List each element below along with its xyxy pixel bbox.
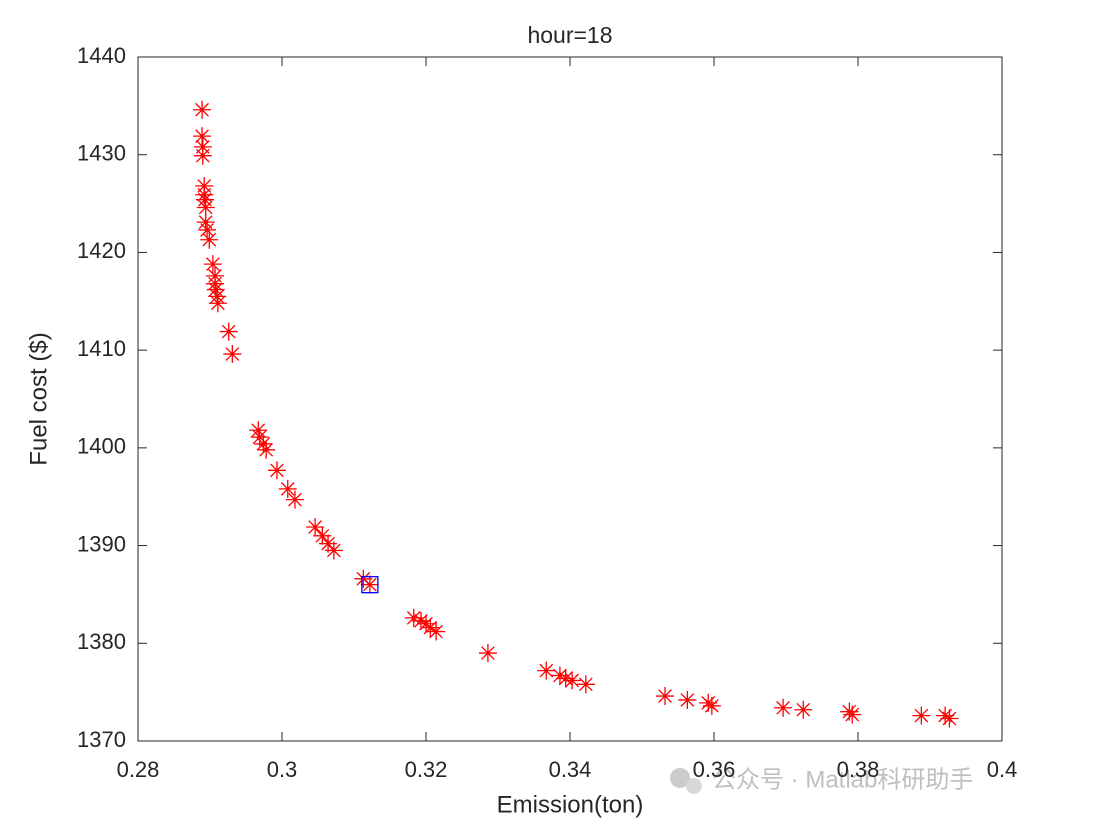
scatter-point [206, 280, 225, 299]
scatter-point [193, 127, 212, 146]
scatter-point [912, 706, 931, 725]
scatter-point [556, 669, 575, 688]
scatter-point [550, 666, 569, 685]
y-axis-label: Fuel cost ($) [25, 332, 52, 465]
scatter-point [196, 198, 215, 217]
x-axis-label: Emission(ton) [497, 791, 644, 818]
watermark: 公众号 · Matlab科研助手 [670, 766, 973, 794]
scatter-point [324, 541, 343, 560]
scatter-point [319, 534, 338, 553]
scatter-point [563, 671, 582, 690]
scatter-point [196, 213, 215, 232]
y-tick-label: 1410 [77, 336, 126, 361]
y-tick-label: 1380 [77, 629, 126, 654]
scatter-point [306, 518, 325, 537]
x-tick-label: 0.32 [405, 757, 448, 782]
x-tick-label: 0.4 [987, 757, 1018, 782]
watermark-icon [686, 778, 702, 794]
x-tick-label: 0.36 [693, 757, 736, 782]
watermark-icon [670, 768, 690, 788]
scatter-point [843, 705, 862, 724]
scatter-point [195, 190, 214, 209]
y-tick-label: 1370 [77, 727, 126, 752]
scatter-point [219, 322, 238, 341]
x-tick-label: 0.34 [549, 757, 592, 782]
scatter-point [223, 345, 242, 364]
scatter-point [313, 526, 332, 545]
scatter-point [576, 675, 595, 694]
scatter-point [249, 421, 268, 440]
scatter-point [360, 575, 379, 594]
scatter-point [678, 690, 697, 709]
scatter-point [478, 644, 497, 663]
chart-title: hour=18 [527, 22, 612, 48]
scatter-point [537, 661, 556, 680]
scatter-point [411, 611, 430, 630]
scatter-point [361, 576, 379, 594]
y-tick-label: 1430 [77, 141, 126, 166]
scatter-point [208, 294, 227, 313]
scatter-point [200, 230, 219, 249]
scatter-point [206, 274, 225, 293]
x-tick-label: 0.28 [117, 757, 160, 782]
scatter-point [193, 146, 212, 165]
scatter-point [198, 220, 217, 239]
scatter-point [702, 696, 721, 715]
scatter-point [254, 434, 273, 453]
x-tick-label: 0.3 [267, 757, 298, 782]
y-tick-label: 1390 [77, 531, 126, 556]
scatter-point [250, 428, 269, 447]
scatter-point [195, 185, 214, 204]
scatter-point [427, 622, 446, 641]
y-tick-label: 1400 [77, 434, 126, 459]
scatter-point [404, 608, 423, 627]
scatter-point [208, 287, 227, 306]
scatter-point [794, 700, 813, 719]
scatter-point [193, 100, 212, 119]
scatter-point [936, 706, 955, 725]
scatter-point [278, 479, 297, 498]
scatter-point [285, 490, 304, 509]
watermark-text: 公众号 · Matlab科研助手 [712, 766, 973, 793]
scatter-point [257, 440, 276, 459]
scatter-point [203, 255, 222, 274]
y-tick-label: 1420 [77, 238, 126, 263]
x-tick-label: 0.38 [837, 757, 880, 782]
y-tick-label: 1440 [77, 43, 126, 68]
scatter-point [421, 618, 440, 637]
scatter-point [656, 687, 675, 706]
scatter-point [267, 461, 286, 480]
scatter-point [774, 698, 793, 717]
scatter-point [940, 709, 959, 728]
